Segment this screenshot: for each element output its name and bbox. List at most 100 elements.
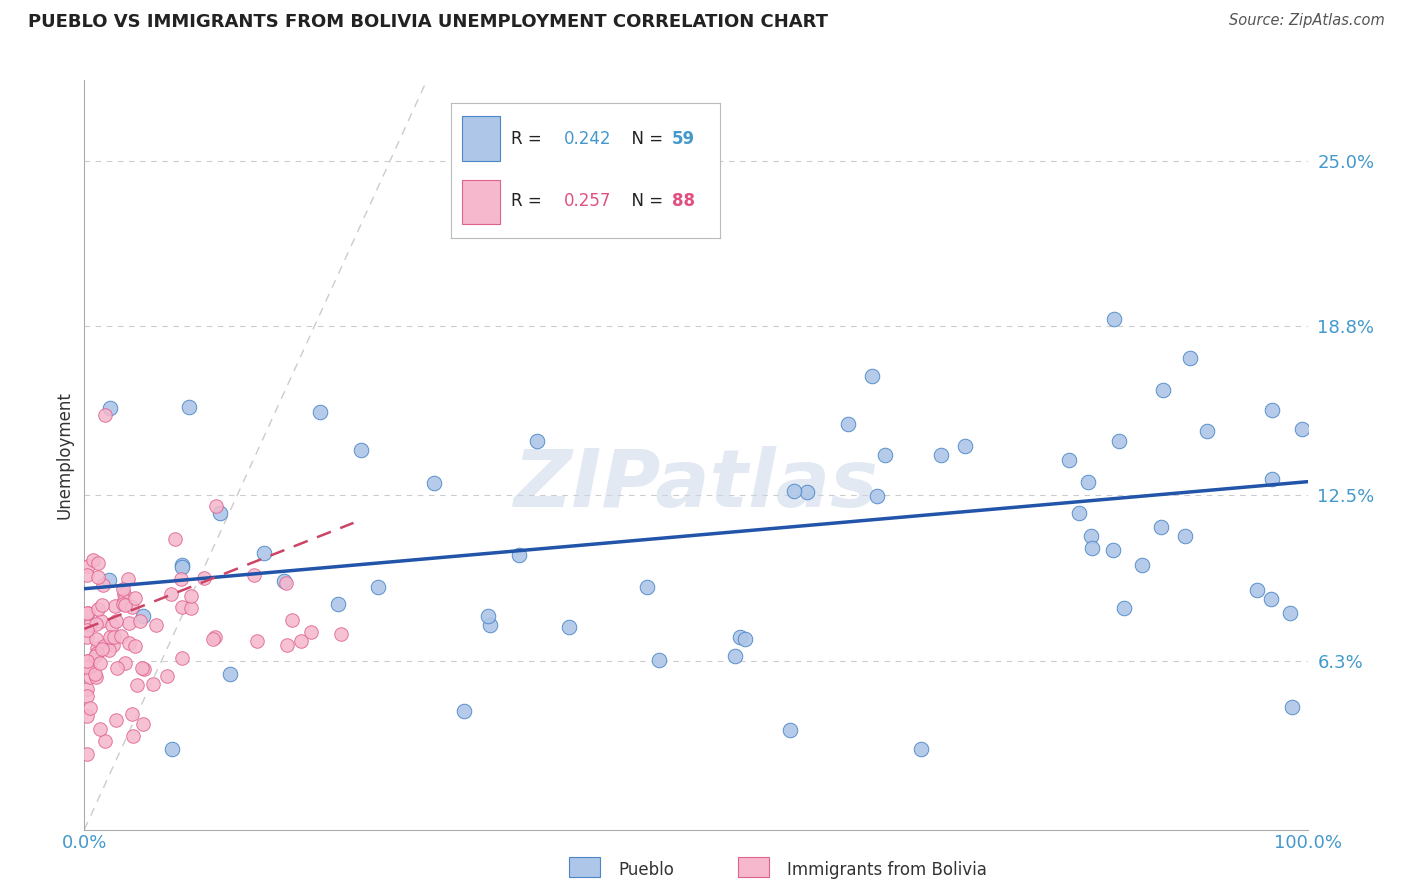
Point	[1150, 520, 1173, 534]
Point	[204, 630, 226, 644]
Point	[929, 448, 952, 462]
Point	[87, 556, 110, 570]
Point	[209, 506, 232, 520]
Point	[87, 570, 110, 584]
Point	[1178, 351, 1201, 365]
Point	[86, 646, 108, 660]
Point	[79, 701, 101, 715]
Point	[1101, 543, 1123, 558]
Point	[479, 617, 502, 632]
Point	[117, 636, 139, 650]
Point	[142, 677, 165, 691]
Point	[526, 434, 548, 448]
Point	[329, 627, 352, 641]
Point	[1174, 529, 1197, 543]
Point	[367, 580, 389, 594]
Point	[273, 574, 295, 588]
Point	[201, 632, 224, 646]
Point	[112, 593, 135, 607]
Point	[1077, 475, 1099, 489]
Point	[76, 606, 98, 620]
Point	[290, 634, 312, 648]
Point	[79, 659, 101, 673]
Point	[105, 661, 128, 675]
Text: Pueblo: Pueblo	[619, 861, 675, 879]
Point	[219, 666, 242, 681]
Point	[160, 742, 183, 756]
Point	[1260, 403, 1282, 417]
Point	[77, 654, 100, 668]
Point	[114, 656, 136, 670]
Point	[89, 657, 111, 671]
Point	[76, 630, 98, 644]
Point	[860, 369, 883, 384]
Point	[477, 609, 499, 624]
Point	[1108, 434, 1130, 449]
Point	[104, 599, 127, 613]
Point	[124, 591, 146, 605]
Point	[122, 729, 145, 743]
Point	[205, 500, 228, 514]
Point	[90, 598, 112, 612]
Point	[131, 609, 153, 624]
Point	[156, 669, 179, 683]
Point	[648, 653, 671, 667]
Y-axis label: Unemployment: Unemployment	[55, 391, 73, 519]
Point	[98, 630, 121, 644]
Point	[172, 651, 194, 665]
Point	[172, 558, 194, 572]
Point	[84, 670, 107, 684]
Point	[508, 548, 530, 562]
Point	[76, 654, 98, 668]
Point	[1102, 312, 1125, 326]
FancyBboxPatch shape	[738, 857, 769, 877]
Point	[779, 723, 801, 738]
Point	[77, 606, 100, 620]
Point	[104, 713, 127, 727]
Point	[180, 601, 202, 615]
Point	[117, 572, 139, 586]
Point	[1130, 558, 1153, 573]
Point	[83, 649, 105, 664]
Point	[165, 533, 187, 547]
Point	[90, 642, 112, 657]
Text: PUEBLO VS IMMIGRANTS FROM BOLIVIA UNEMPLOYMENT CORRELATION CHART: PUEBLO VS IMMIGRANTS FROM BOLIVIA UNEMPL…	[28, 13, 828, 31]
Point	[730, 630, 752, 644]
Point	[125, 678, 148, 692]
Point	[84, 632, 107, 646]
Point	[98, 401, 121, 415]
Point	[145, 617, 167, 632]
Text: ZIPatlas: ZIPatlas	[513, 446, 879, 524]
Point	[1114, 601, 1136, 615]
Point	[76, 682, 98, 697]
Point	[875, 448, 897, 462]
Point	[84, 616, 107, 631]
Point	[734, 632, 756, 647]
Point	[76, 660, 98, 674]
Point	[796, 485, 818, 500]
Point	[110, 629, 132, 643]
Point	[837, 417, 859, 432]
Point	[84, 667, 107, 681]
Point	[1195, 425, 1218, 439]
Point	[93, 408, 115, 422]
Point	[93, 577, 115, 591]
Point	[1246, 582, 1268, 597]
Point	[103, 630, 125, 644]
Point	[172, 600, 194, 615]
Point	[79, 618, 101, 632]
Point	[112, 597, 135, 611]
Point	[93, 639, 115, 653]
Point	[76, 747, 98, 761]
Point	[328, 597, 350, 611]
Point	[193, 571, 215, 585]
Point	[180, 589, 202, 603]
Point	[76, 690, 98, 704]
Text: Immigrants from Bolivia: Immigrants from Bolivia	[787, 861, 987, 879]
Point	[86, 640, 108, 655]
Point	[1260, 591, 1282, 606]
Point	[101, 638, 124, 652]
Point	[866, 489, 889, 503]
Point	[111, 582, 134, 597]
Point	[1081, 541, 1104, 555]
